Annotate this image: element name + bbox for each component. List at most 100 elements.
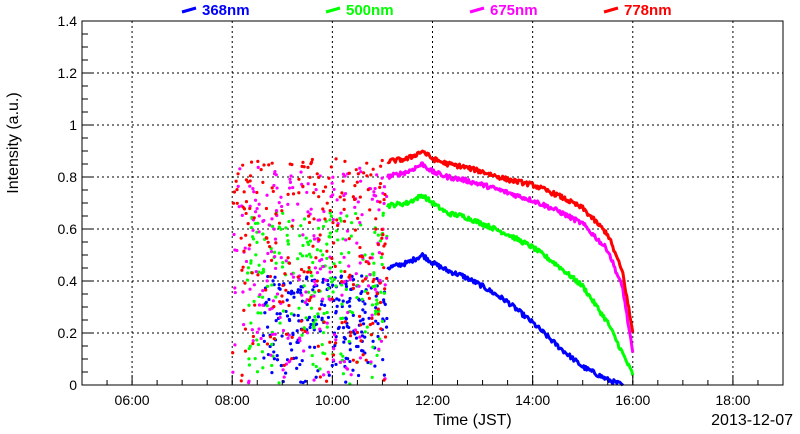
data-point (262, 163, 266, 167)
data-point (272, 250, 277, 254)
y-tick-label: 0 (69, 377, 77, 393)
data-point (254, 269, 258, 274)
data-point (341, 179, 345, 183)
data-point (351, 282, 356, 287)
data-point (267, 297, 271, 302)
data-point (274, 318, 278, 323)
data-point (270, 332, 275, 336)
series-line-500nm (385, 193, 635, 376)
data-point (328, 208, 332, 213)
data-point (363, 289, 368, 293)
data-point (381, 358, 385, 362)
data-point (364, 358, 368, 362)
data-point (372, 261, 376, 265)
data-point (302, 349, 306, 353)
data-point (328, 235, 332, 239)
data-point (323, 185, 328, 189)
data-point (246, 271, 250, 275)
data-point (376, 242, 380, 246)
data-point (256, 221, 260, 225)
data-point (326, 286, 331, 290)
data-point (250, 328, 254, 332)
data-point (359, 323, 363, 327)
data-point (247, 363, 252, 367)
data-point (343, 191, 348, 196)
data-point (369, 360, 373, 364)
data-point (372, 190, 376, 194)
data-point (366, 291, 370, 295)
data-point (298, 336, 302, 340)
data-point (353, 328, 358, 332)
data-point (316, 226, 321, 230)
data-point (324, 379, 329, 383)
data-point (257, 263, 261, 267)
data-point (318, 307, 322, 311)
data-point (362, 171, 366, 175)
data-point (368, 256, 372, 260)
data-point (321, 224, 326, 229)
data-point (339, 211, 343, 215)
data-point (340, 304, 344, 309)
data-point (375, 298, 379, 302)
data-point (361, 308, 365, 312)
data-point (296, 275, 300, 279)
data-point (301, 380, 305, 385)
data-point (335, 229, 339, 233)
data-point (312, 217, 316, 221)
data-point (352, 197, 357, 202)
data-point (344, 356, 348, 360)
data-point (243, 246, 247, 250)
data-point (382, 373, 386, 377)
data-point (322, 311, 326, 316)
data-point (244, 200, 249, 204)
data-point (379, 164, 383, 168)
data-point (379, 339, 384, 343)
data-point (364, 260, 368, 264)
data-point (326, 370, 330, 374)
data-point (375, 353, 379, 357)
data-point (287, 360, 291, 364)
data-point (349, 330, 353, 334)
data-point (255, 206, 259, 211)
data-point (343, 159, 347, 163)
data-point (247, 357, 251, 361)
data-point (340, 191, 344, 195)
data-point (385, 236, 389, 240)
data-point (262, 339, 266, 343)
data-point (288, 177, 292, 181)
data-point (309, 207, 313, 211)
data-point (341, 354, 345, 358)
data-point (363, 330, 367, 334)
data-point (306, 242, 311, 247)
x-tick-label: 06:00 (115, 392, 150, 408)
data-point (351, 313, 355, 317)
data-point (318, 233, 322, 237)
data-point (306, 210, 310, 214)
data-point (233, 290, 237, 295)
data-point (366, 284, 371, 288)
data-point (331, 221, 335, 225)
data-point (310, 354, 314, 358)
data-point (360, 334, 365, 338)
data-point (301, 160, 305, 164)
data-point (382, 185, 387, 189)
data-point (351, 277, 356, 282)
data-point (302, 284, 306, 288)
data-point (332, 241, 336, 245)
data-point (382, 266, 386, 270)
data-point (253, 198, 258, 202)
data-point (306, 290, 311, 294)
data-point (339, 275, 343, 279)
data-point (328, 266, 332, 270)
data-point (377, 337, 382, 341)
data-point (253, 210, 258, 214)
data-point (379, 327, 383, 331)
data-point (296, 257, 300, 261)
scatter-layer (231, 157, 389, 386)
data-point (235, 201, 239, 205)
data-point (277, 381, 281, 385)
data-point (370, 197, 374, 201)
data-point (312, 182, 317, 186)
data-point (360, 274, 364, 278)
data-point (284, 371, 288, 375)
